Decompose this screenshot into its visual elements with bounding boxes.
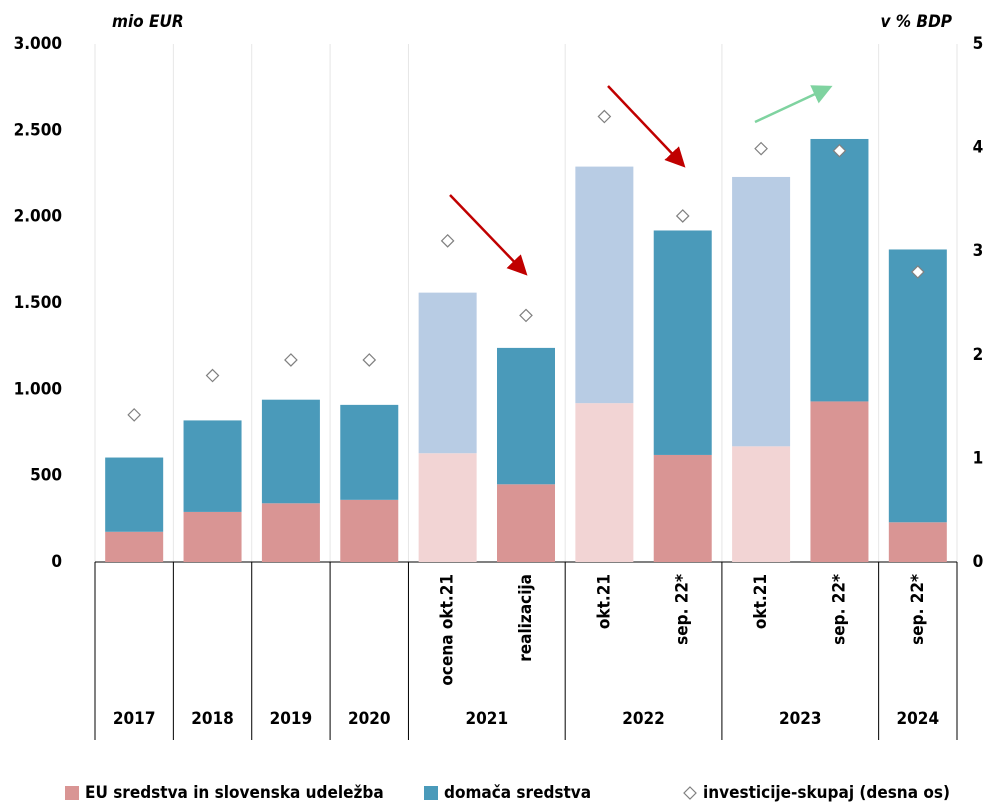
bar-segment <box>418 292 477 454</box>
y-tick-label: 0 <box>51 552 62 572</box>
diamond-marker <box>440 233 455 248</box>
bar-segment <box>183 420 242 512</box>
y-tick-label: 2.000 <box>14 207 62 227</box>
bar-segment <box>340 404 399 500</box>
legend-label: domača sredstva <box>444 783 591 803</box>
x-tick-label: okt.21 <box>594 574 614 629</box>
x-tick-label: sep. 22* <box>829 574 849 645</box>
legend-symbol <box>65 786 79 800</box>
bar-segment <box>418 453 477 562</box>
diamond-marker <box>832 143 847 158</box>
x-tick-label: realizacija <box>516 574 536 662</box>
diamond-marker <box>597 109 612 124</box>
bar-segment <box>732 446 791 562</box>
bar-segment <box>575 403 634 562</box>
bar-segment <box>261 399 320 504</box>
bar-segment <box>888 522 947 562</box>
group-label: 2022 <box>622 709 665 729</box>
group-label: 2019 <box>270 709 313 729</box>
bar-segment <box>653 230 712 455</box>
bar-segment <box>810 401 869 562</box>
y2-axis-label: v % BDP <box>881 12 953 32</box>
y-tick-label: 1.500 <box>14 293 62 313</box>
x-tick-label: sep. 22* <box>908 574 928 645</box>
bar-segment <box>810 138 869 402</box>
legend-label: investicije-skupaj (desna os) <box>703 783 950 803</box>
group-label: 2024 <box>897 709 940 729</box>
y-axis-label: mio EUR <box>112 12 184 32</box>
bar-segment <box>575 166 634 404</box>
group-label: 2021 <box>466 709 509 729</box>
bar-segment <box>497 484 555 562</box>
y-tick-label: 500 <box>30 466 62 486</box>
x-tick-label: okt.21 <box>751 574 771 629</box>
diamond-marker <box>284 353 298 367</box>
diamond-marker <box>519 308 533 323</box>
bar-segment <box>497 347 555 485</box>
group-label: 2020 <box>348 709 391 729</box>
y-tick-label: 1.000 <box>14 379 62 399</box>
y2-tick-label: 3 <box>973 241 984 261</box>
x-tick-label: ocena okt.21 <box>438 574 458 686</box>
diamond-marker <box>910 265 925 279</box>
bar-segment <box>888 249 947 523</box>
x-tick-label: sep. 22* <box>673 574 693 645</box>
group-label: 2018 <box>191 709 234 729</box>
y2-tick-label: 4 <box>973 138 984 158</box>
group-label: 2017 <box>113 709 156 729</box>
bar-segment <box>105 457 164 532</box>
diamond-marker <box>362 353 377 367</box>
legend-symbol <box>683 786 697 800</box>
legend-symbol <box>424 786 438 800</box>
arrow <box>449 194 528 276</box>
y2-tick-label: 2 <box>973 345 984 365</box>
y-tick-label: 3.000 <box>14 34 62 54</box>
diamond-marker <box>127 408 142 422</box>
arrow <box>754 85 833 124</box>
y-tick-label: 2.500 <box>14 120 62 140</box>
bar-segment <box>183 511 242 562</box>
diamond-marker <box>754 141 768 156</box>
y2-tick-label: 0 <box>973 552 984 572</box>
legend-label: EU sredstva in slovenska udeležba <box>85 783 384 803</box>
bar-segment <box>653 454 712 562</box>
bar-segment <box>261 503 320 562</box>
group-label: 2023 <box>779 709 822 729</box>
bar-segment <box>732 176 791 447</box>
bar-segment <box>105 531 164 562</box>
bar-segment <box>340 499 399 562</box>
diamond-marker <box>205 368 220 383</box>
y2-tick-label: 5 <box>973 34 984 54</box>
arrow <box>607 85 686 168</box>
diamond-marker <box>675 209 690 223</box>
y2-tick-label: 1 <box>973 448 984 468</box>
